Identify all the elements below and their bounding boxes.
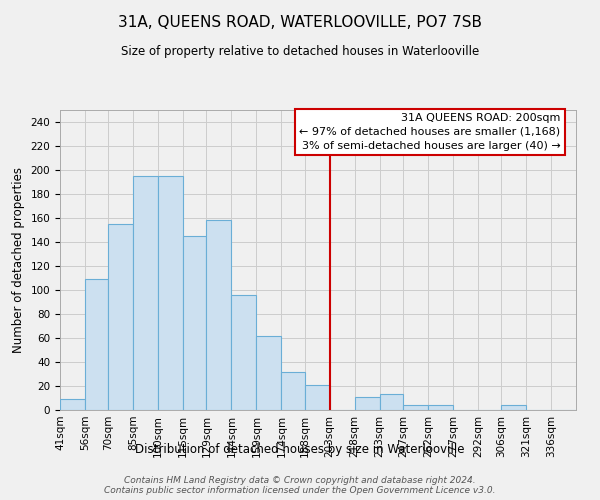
Bar [403, 405, 428, 410]
Bar [305, 385, 329, 410]
Bar [60, 399, 85, 410]
Text: 31A QUEENS ROAD: 200sqm
← 97% of detached houses are smaller (1,168)
3% of semi-: 31A QUEENS ROAD: 200sqm ← 97% of detache… [299, 113, 560, 151]
Bar [380, 394, 403, 410]
Y-axis label: Number of detached properties: Number of detached properties [12, 167, 25, 353]
Bar [501, 405, 526, 410]
Bar [85, 279, 108, 410]
Bar [355, 397, 380, 410]
Bar [281, 372, 305, 410]
Text: Contains HM Land Registry data © Crown copyright and database right 2024.
Contai: Contains HM Land Registry data © Crown c… [104, 476, 496, 495]
Bar [206, 220, 232, 410]
Bar [108, 224, 133, 410]
Text: Size of property relative to detached houses in Waterlooville: Size of property relative to detached ho… [121, 45, 479, 58]
Bar [232, 295, 256, 410]
Bar [256, 336, 281, 410]
Bar [133, 176, 158, 410]
Bar [183, 236, 206, 410]
Text: Distribution of detached houses by size in Waterlooville: Distribution of detached houses by size … [135, 442, 465, 456]
Text: 31A, QUEENS ROAD, WATERLOOVILLE, PO7 7SB: 31A, QUEENS ROAD, WATERLOOVILLE, PO7 7SB [118, 15, 482, 30]
Bar [158, 176, 183, 410]
Bar [428, 405, 453, 410]
